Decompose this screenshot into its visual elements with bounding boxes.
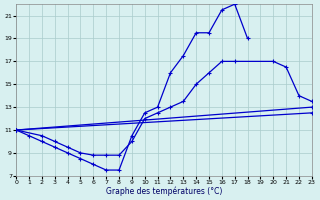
- X-axis label: Graphe des températures (°C): Graphe des températures (°C): [106, 186, 222, 196]
